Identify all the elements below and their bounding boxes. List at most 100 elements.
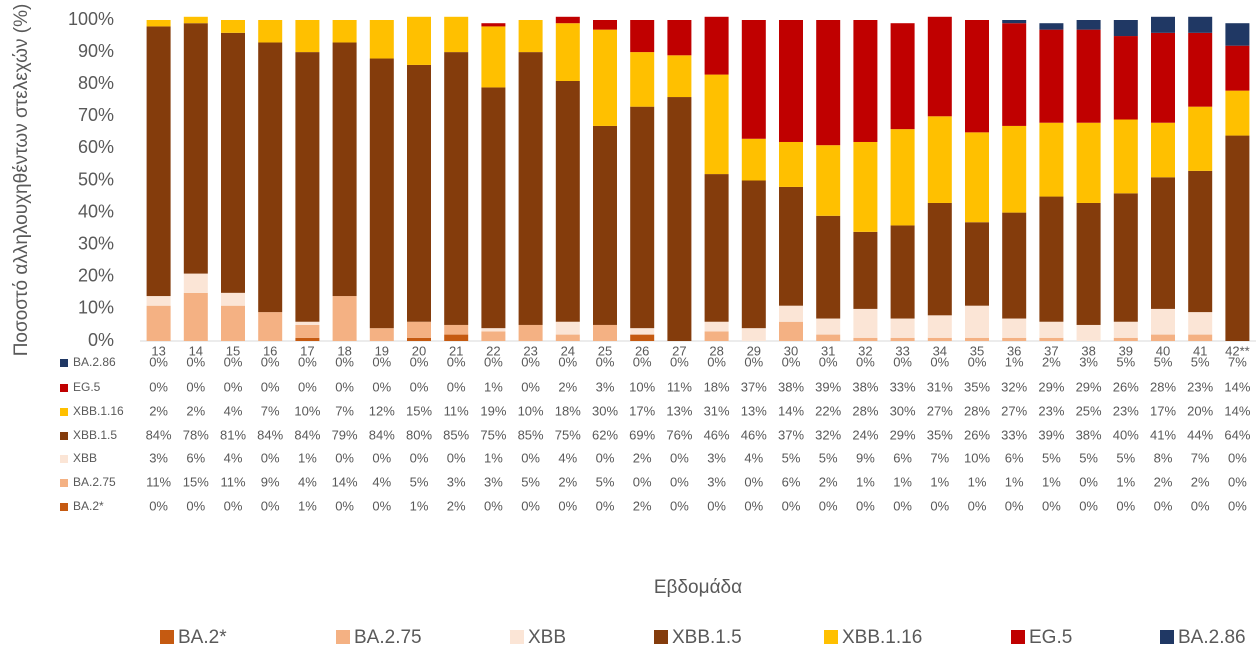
table-row-label: XBB.1.16 [73,404,124,418]
bar-segment [221,292,245,306]
bar-segment [593,29,617,126]
table-cell: 0% [261,450,280,465]
table-cell: 64% [1224,427,1250,442]
bar-segment [221,305,245,341]
table-cell: 2% [1154,474,1173,489]
table-cell: 85% [518,427,544,442]
table-cell: 1% [930,474,949,489]
bar-segment [816,215,841,319]
table-cell: 0% [372,354,391,369]
bar-segment [1039,122,1064,197]
bar-segment [1076,20,1101,30]
table-cell: 1% [893,474,912,489]
table-cell: 0% [1228,498,1247,513]
table-cell: 19% [480,403,506,418]
table-cell: 46% [741,427,767,442]
legend-key [1011,630,1025,644]
table-cell: 2% [149,403,168,418]
table-cell: 2% [558,474,577,489]
table-legend-key [60,408,68,416]
x-tick-label: 14 [189,343,203,358]
table-cell: 2% [186,403,205,418]
table-row-label: XBB [73,451,97,465]
bar-segment [1151,16,1175,33]
y-tick-label: 80% [78,73,114,93]
table-cell: 35% [964,379,990,394]
table-cell: 7% [261,403,280,418]
bar-segment [183,23,208,274]
bar-segment [1151,177,1175,309]
table-cell: 0% [558,498,577,513]
x-tick-label: 34 [933,343,947,358]
table-cell: 0% [521,354,540,369]
bar-segment [1225,90,1250,136]
bar-segment [1188,170,1213,313]
bar-segment [1113,20,1138,37]
table-cell: 18% [555,403,581,418]
table-cell: 79% [332,427,358,442]
table-cell: 14% [332,474,358,489]
bar-segment [183,273,208,293]
bar-segment [965,132,989,223]
table-cell: 15% [406,403,432,418]
table-cell: 24% [852,427,878,442]
x-tick-label: 39 [1119,343,1133,358]
table-cell: 0% [335,379,354,394]
table-cell: 18% [704,379,730,394]
y-tick-label: 50% [78,169,114,189]
bar-segment [146,305,171,341]
table-cell: 0% [819,498,838,513]
table-cell: 27% [1001,403,1027,418]
bar-segment [927,202,952,316]
table-cell: 14% [778,403,804,418]
table-cell: 0% [968,354,987,369]
legend-key [824,630,838,644]
table-cell: 2% [819,474,838,489]
x-tick-label: 32 [858,343,872,358]
y-tick-label: 0% [88,330,114,350]
table-cell: 1% [298,498,317,513]
table-cell: 0% [670,354,689,369]
table-cell: 41% [1150,427,1176,442]
bar-segment [481,23,506,27]
table-cell: 0% [484,354,503,369]
table-cell: 0% [744,474,763,489]
table-cell: 84% [369,427,395,442]
bar-segment [965,305,989,338]
bar-segment [965,222,989,306]
table-cell: 7% [930,450,949,465]
x-tick-label: 22 [486,343,500,358]
table-cell: 9% [261,474,280,489]
bar-segment [704,331,729,341]
table-cell: 84% [257,427,283,442]
bar-segment [1188,312,1213,335]
bar-segment [741,328,766,341]
x-tick-label: 30 [784,343,798,358]
table-cell: 37% [778,427,804,442]
bar-segment [779,141,803,187]
bar-segment [518,324,543,341]
x-tick-label: 37 [1044,343,1058,358]
table-legend-key [60,455,68,463]
bar-segment [1002,23,1027,126]
table-cell: 0% [261,498,280,513]
table-cell: 23% [1113,403,1139,418]
table-cell: 0% [893,498,912,513]
x-tick-label: 23 [523,343,537,358]
table-cell: 7% [1228,354,1247,369]
table-cell: 32% [815,427,841,442]
table-row-label: EG.5 [73,380,101,394]
table-cell: 3% [484,474,503,489]
table-cell: 1% [298,450,317,465]
table-cell: 32% [1001,379,1027,394]
table-cell: 9% [856,450,875,465]
table-cell: 35% [927,427,953,442]
bar-segment [258,42,283,313]
x-tick-label: 18 [337,343,351,358]
table-cell: 5% [1154,354,1173,369]
bar-segment [890,318,915,338]
table-cell: 11% [667,379,692,394]
table-cell: 0% [856,354,875,369]
table-cell: 0% [558,354,577,369]
bar-segment [593,20,617,30]
